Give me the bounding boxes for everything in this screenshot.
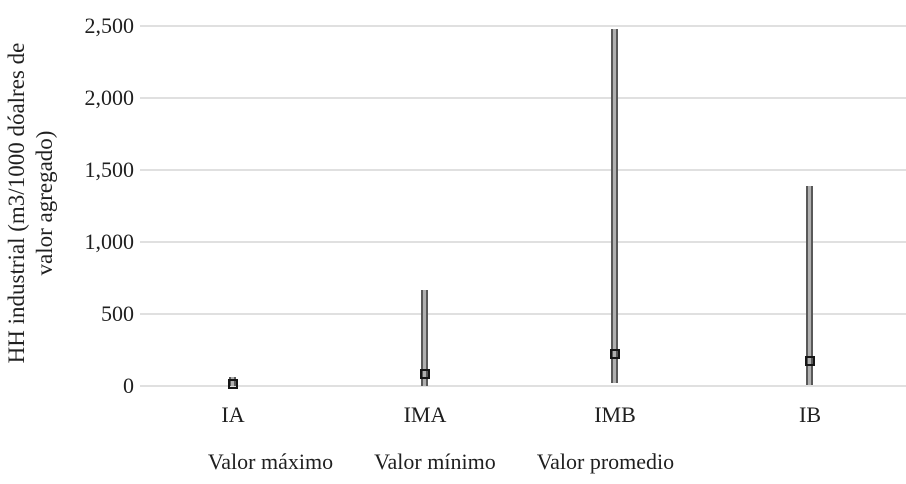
x-category-label-IMB: IMB <box>594 402 636 427</box>
y-tick-label: 2,500 <box>84 13 135 38</box>
hilo-line-IMB <box>611 28 618 384</box>
gridline-2000 <box>140 97 906 99</box>
y-tick-label: 2,000 <box>84 85 135 110</box>
legend-item: Valor máximo <box>207 449 334 474</box>
legend-item: Valor promedio <box>536 449 675 474</box>
y-tick-label: 500 <box>101 301 134 326</box>
y-axis-title: HH industrial (m3/1000 dóalres de valor … <box>3 0 59 418</box>
legend-item: Valor mínimo <box>374 449 496 474</box>
y-tick-label: 1,500 <box>84 157 135 182</box>
gridline-2500 <box>140 25 906 27</box>
y-tick-label: 1,000 <box>84 229 135 254</box>
hilo-line-IB <box>806 185 813 386</box>
x-category-label-IB: IB <box>799 402 821 427</box>
hilo-line-IMA <box>421 289 428 386</box>
x-category-label-IMA: IMA <box>403 402 447 427</box>
y-tick-label: 0 <box>123 373 134 398</box>
promedio-marker-IMA <box>420 368 430 379</box>
y-axis-title-line1: HH industrial (m3/1000 dóalres de <box>4 42 29 364</box>
promedio-marker-IMB <box>610 349 620 360</box>
hilo-line-IA <box>229 377 236 386</box>
legend: Valor máximo Valor mínimo Valor promedio <box>208 449 674 475</box>
gridline-1500 <box>140 169 906 171</box>
y-axis-title-line2: valor agregado) <box>32 130 57 276</box>
gridline-0 <box>140 385 906 387</box>
gridline-500 <box>140 313 906 315</box>
promedio-marker-IB <box>805 355 815 366</box>
gridline-1000 <box>140 241 906 243</box>
x-category-label-IA: IA <box>221 402 245 427</box>
promedio-marker-IA <box>228 378 238 389</box>
